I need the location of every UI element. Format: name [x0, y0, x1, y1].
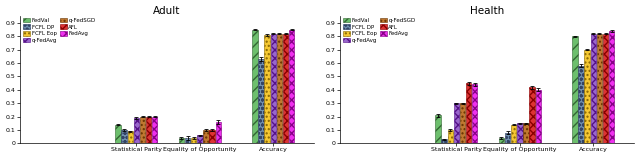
Bar: [179, 138, 184, 143]
Legend: FedVal, FCFL DP, FCFL Eop, q-FedAvg, q-FedSGD, AFL, FedAvg: FedVal, FCFL DP, FCFL Eop, q-FedAvg, q-F…: [342, 17, 417, 44]
Bar: [209, 130, 215, 143]
Bar: [536, 90, 541, 143]
Bar: [252, 30, 258, 143]
Bar: [271, 34, 276, 143]
Bar: [146, 117, 151, 143]
Bar: [454, 103, 459, 143]
Title: Adult: Adult: [154, 6, 180, 15]
Bar: [529, 87, 535, 143]
Bar: [579, 66, 584, 143]
Bar: [264, 35, 270, 143]
Bar: [283, 34, 288, 143]
Bar: [472, 85, 477, 143]
Bar: [460, 103, 465, 143]
Title: Health: Health: [470, 6, 504, 15]
Bar: [447, 130, 453, 143]
Bar: [197, 135, 202, 143]
Bar: [134, 118, 139, 143]
Bar: [185, 138, 190, 143]
Bar: [435, 115, 441, 143]
Bar: [505, 133, 510, 143]
Bar: [276, 34, 282, 143]
Bar: [115, 125, 121, 143]
Bar: [572, 36, 578, 143]
Bar: [191, 138, 196, 143]
Bar: [152, 117, 157, 143]
Bar: [204, 130, 209, 143]
Bar: [511, 125, 516, 143]
Bar: [140, 117, 145, 143]
Bar: [596, 34, 602, 143]
Bar: [609, 31, 614, 143]
Bar: [524, 123, 529, 143]
Bar: [591, 34, 596, 143]
Bar: [259, 59, 264, 143]
Legend: FedVal, FCFL DP, FCFL Eop, q-FedAvg, q-FedSGD, AFL, FedAvg: FedVal, FCFL DP, FCFL Eop, q-FedAvg, q-F…: [22, 17, 97, 44]
Bar: [289, 30, 294, 143]
Bar: [499, 138, 504, 143]
Bar: [584, 50, 590, 143]
Bar: [122, 130, 127, 143]
Bar: [603, 34, 608, 143]
Bar: [216, 122, 221, 143]
Bar: [442, 139, 447, 143]
Bar: [127, 131, 133, 143]
Bar: [517, 123, 522, 143]
Bar: [466, 83, 471, 143]
